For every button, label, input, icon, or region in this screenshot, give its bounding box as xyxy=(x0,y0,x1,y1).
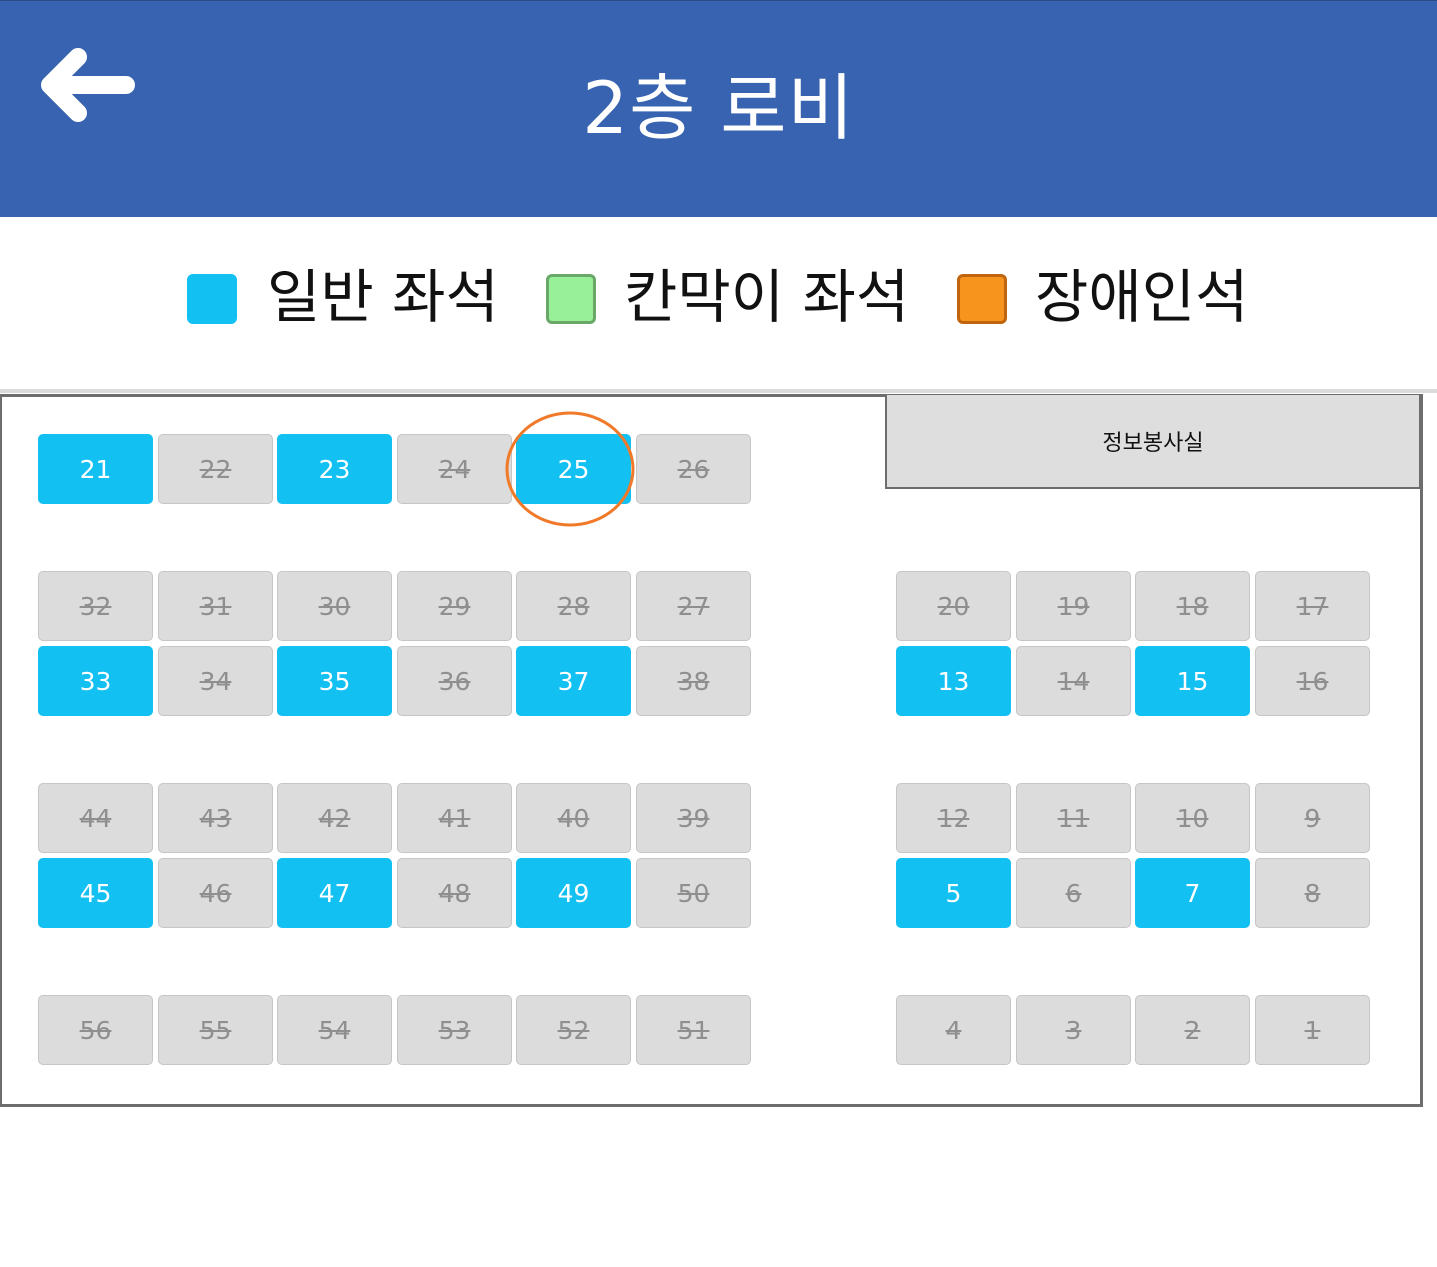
seat-49[interactable]: 49 xyxy=(516,858,631,928)
seat-13[interactable]: 13 xyxy=(896,646,1011,716)
seat-16: 16 xyxy=(1255,646,1370,716)
seat-55: 55 xyxy=(158,995,273,1065)
seat-19: 19 xyxy=(1016,571,1131,641)
seat-14: 14 xyxy=(1016,646,1131,716)
page-title: 2층 로비 xyxy=(582,66,855,150)
seat-41: 41 xyxy=(397,783,512,853)
seat-46: 46 xyxy=(158,858,273,928)
seat-12: 12 xyxy=(896,783,1011,853)
legend-label-partition: 칸막이 좌석 xyxy=(624,263,910,331)
accessible-seat-swatch xyxy=(957,274,1007,324)
seat-50: 50 xyxy=(636,858,751,928)
seat-26: 26 xyxy=(636,434,751,504)
seat-45[interactable]: 45 xyxy=(38,858,153,928)
seat-34: 34 xyxy=(158,646,273,716)
legend-label-accessible: 장애인석 xyxy=(1035,263,1249,331)
seat-18: 18 xyxy=(1135,571,1250,641)
seat-15[interactable]: 15 xyxy=(1135,646,1250,716)
general-seat-swatch xyxy=(187,274,237,324)
seat-25[interactable]: 25 xyxy=(516,434,631,504)
seat-20: 20 xyxy=(896,571,1011,641)
seat-10: 10 xyxy=(1135,783,1250,853)
seat-33[interactable]: 33 xyxy=(38,646,153,716)
seat-27: 27 xyxy=(636,571,751,641)
seat-54: 54 xyxy=(277,995,392,1065)
seat-29: 29 xyxy=(397,571,512,641)
back-button[interactable] xyxy=(36,45,136,125)
seat-24: 24 xyxy=(397,434,512,504)
seat-2: 2 xyxy=(1135,995,1250,1065)
floor-map xyxy=(0,394,1423,1107)
seat-31: 31 xyxy=(158,571,273,641)
seat-17: 17 xyxy=(1255,571,1370,641)
seat-43: 43 xyxy=(158,783,273,853)
seat-39: 39 xyxy=(636,783,751,853)
seat-4: 4 xyxy=(896,995,1011,1065)
seat-5[interactable]: 5 xyxy=(896,858,1011,928)
seat-9: 9 xyxy=(1255,783,1370,853)
seat-28: 28 xyxy=(516,571,631,641)
seat-8: 8 xyxy=(1255,858,1370,928)
seat-21[interactable]: 21 xyxy=(38,434,153,504)
seat-3: 3 xyxy=(1016,995,1131,1065)
partition-seat-swatch xyxy=(546,274,596,324)
seat-32: 32 xyxy=(38,571,153,641)
back-arrow-icon xyxy=(41,48,135,122)
seat-52: 52 xyxy=(516,995,631,1065)
section-divider xyxy=(0,389,1437,393)
seat-legend: 일반 좌석 칸막이 좌석 장애인석 xyxy=(0,262,1437,342)
seat-22: 22 xyxy=(158,434,273,504)
seat-44: 44 xyxy=(38,783,153,853)
seat-23[interactable]: 23 xyxy=(277,434,392,504)
seat-56: 56 xyxy=(38,995,153,1065)
seat-6: 6 xyxy=(1016,858,1131,928)
seat-35[interactable]: 35 xyxy=(277,646,392,716)
seat-53: 53 xyxy=(397,995,512,1065)
seat-48: 48 xyxy=(397,858,512,928)
seat-1: 1 xyxy=(1255,995,1370,1065)
app-header: 2층 로비 xyxy=(0,0,1437,217)
legend-label-general: 일반 좌석 xyxy=(267,263,499,331)
info-service-room: 정보봉사실 xyxy=(885,395,1422,489)
seat-7[interactable]: 7 xyxy=(1135,858,1250,928)
seat-47[interactable]: 47 xyxy=(277,858,392,928)
seat-37[interactable]: 37 xyxy=(516,646,631,716)
seat-30: 30 xyxy=(277,571,392,641)
seat-38: 38 xyxy=(636,646,751,716)
seat-42: 42 xyxy=(277,783,392,853)
seat-11: 11 xyxy=(1016,783,1131,853)
seat-36: 36 xyxy=(397,646,512,716)
seat-40: 40 xyxy=(516,783,631,853)
seat-51: 51 xyxy=(636,995,751,1065)
